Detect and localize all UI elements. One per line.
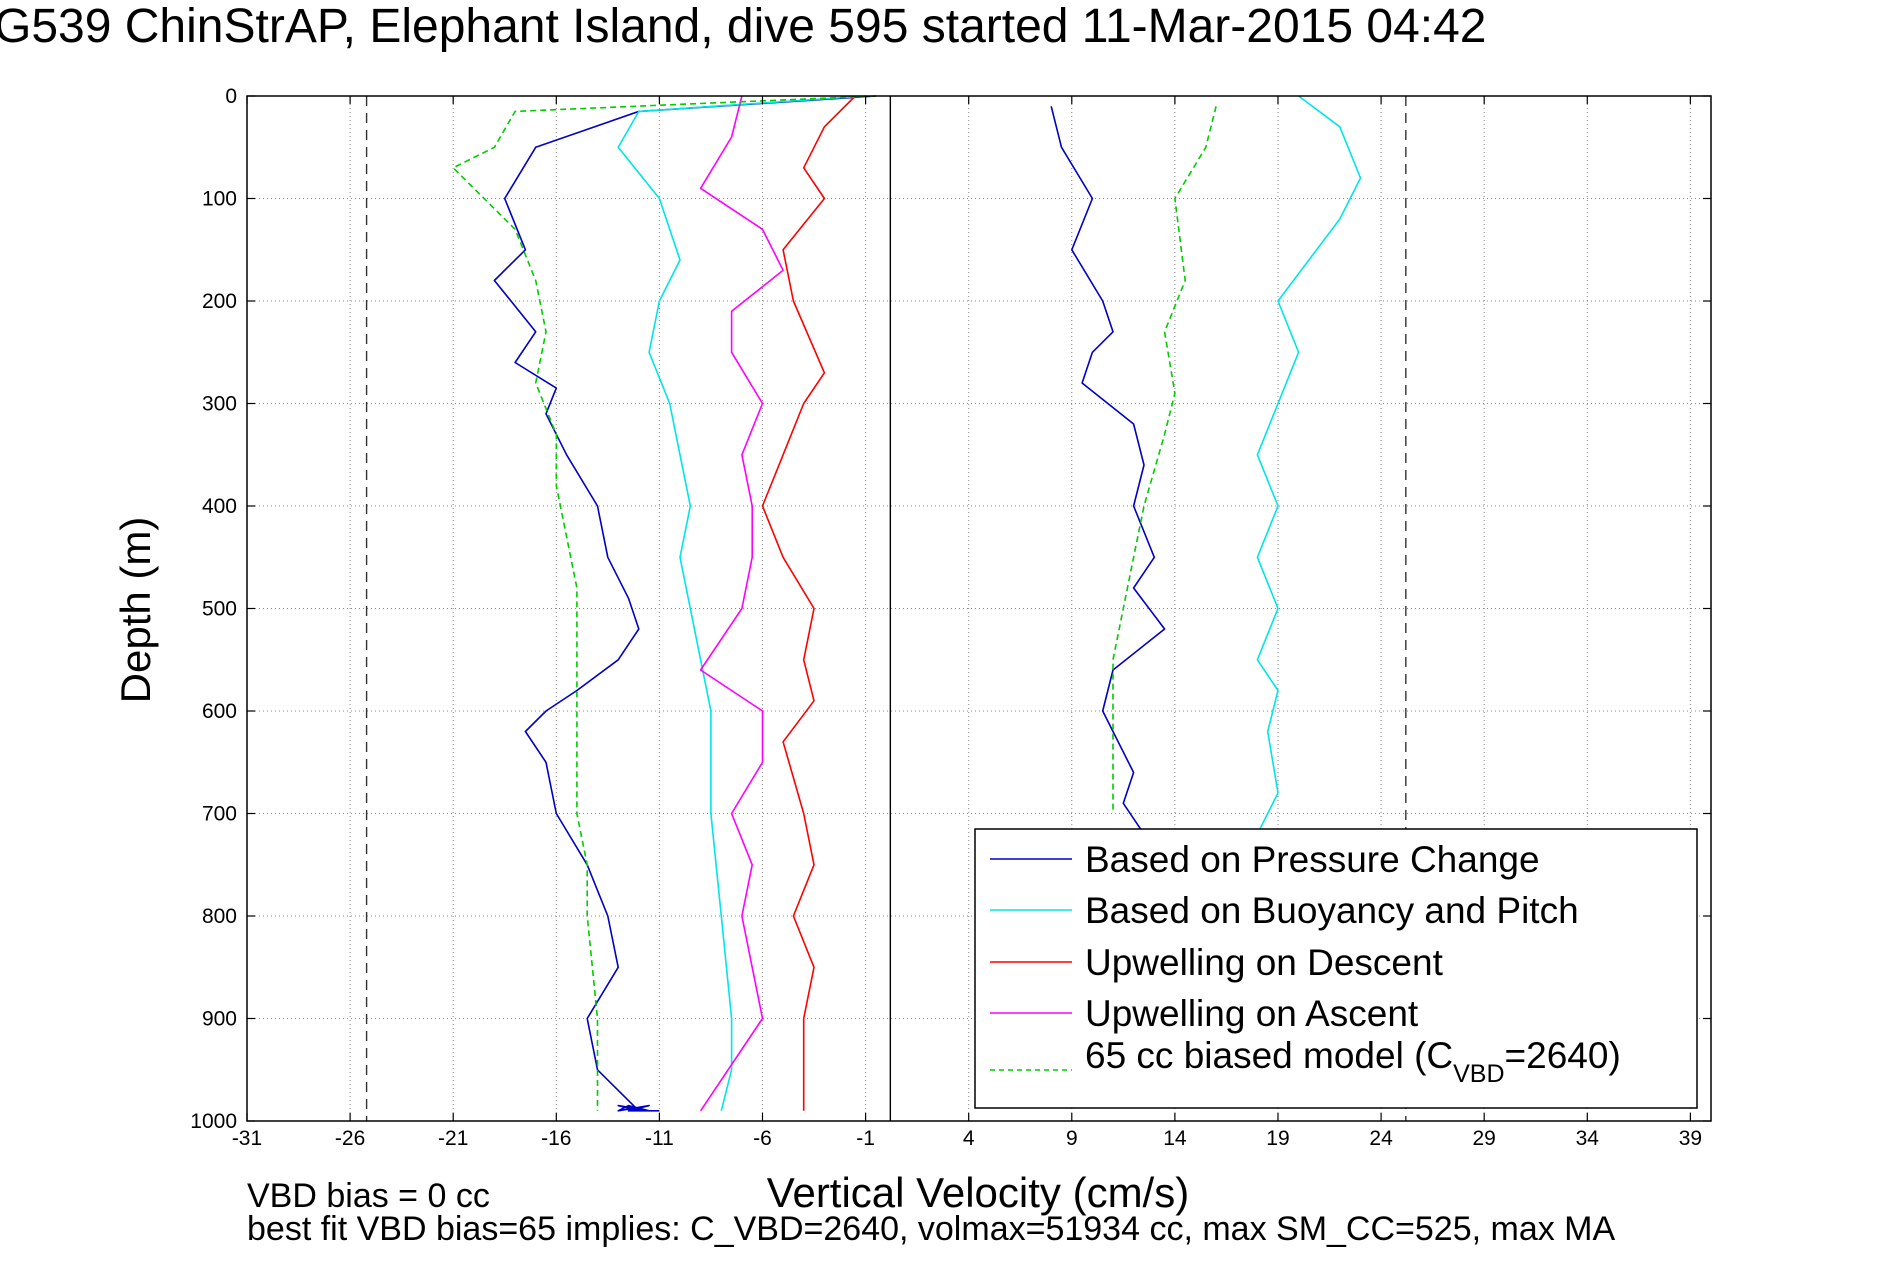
x-tick-label: -26 (335, 1127, 365, 1150)
x-tick-label: -16 (541, 1127, 571, 1150)
y-tick-label: 300 (202, 393, 237, 416)
y-tick-label: 600 (202, 700, 237, 723)
x-tick-label: 39 (1679, 1127, 1702, 1150)
x-tick-label: 29 (1473, 1127, 1496, 1150)
series-line-2 (617, 95, 866, 1111)
x-tick-label: 4 (963, 1127, 975, 1150)
y-axis-label: Depth (m) (112, 517, 159, 704)
y-tick-label: 500 (202, 598, 237, 621)
y-tick-label: 0 (225, 85, 237, 108)
x-tick-label: 9 (1066, 1127, 1078, 1150)
x-tick-label: 14 (1163, 1127, 1187, 1150)
legend-label-model-sub: VBD (1453, 1060, 1504, 1088)
footer-line-2: best fit VBD bias=65 implies: C_VBD=2640… (247, 1210, 1616, 1248)
x-tick-label: -11 (645, 1127, 674, 1150)
legend-label-model-end: =2640) (1505, 1035, 1621, 1076)
y-tick-label: 200 (202, 290, 237, 313)
series-line-0 (493, 95, 876, 1112)
legend: Based on Pressure Change Based on Buoyan… (974, 828, 1698, 1109)
legend-label-ascent: Upwelling on Ascent (1085, 993, 1419, 1034)
x-axis-label: Vertical Velocity (cm/s) (767, 1169, 1189, 1216)
legend-label-buoyancy: Based on Buoyancy and Pitch (1085, 890, 1579, 931)
x-tick-label: -1 (856, 1127, 875, 1150)
series-line-1 (1050, 106, 1186, 948)
y-tick-label: 400 (202, 495, 237, 518)
y-tick-label: 100 (202, 188, 237, 211)
legend-box (974, 828, 1698, 1109)
x-tick-label: -31 (232, 1127, 262, 1150)
y-tick-label: 1000 (190, 1110, 237, 1133)
legend-label-model: 65 cc biased model (CVBD=2640) (1085, 1035, 1621, 1088)
ticks: -31 -26 -21 -16 -11 -6 -1 4 9 14 19 24 29 34 39 0 100 200… (190, 85, 1711, 1150)
series-line-5 (699, 95, 784, 1112)
x-tick-label: 34 (1576, 1127, 1600, 1150)
legend-label-model-main: 65 cc biased model (C (1085, 1035, 1453, 1076)
series-line-6 (452, 95, 876, 1111)
x-tick-label: -6 (753, 1127, 772, 1150)
legend-label-pressure: Based on Pressure Change (1085, 839, 1540, 880)
legend-label-descent: Upwelling on Descent (1085, 942, 1444, 983)
x-tick-label: 24 (1369, 1127, 1393, 1150)
footer-line-1: VBD bias = 0 cc (247, 1177, 490, 1215)
x-tick-label: 19 (1266, 1127, 1289, 1150)
y-tick-label: 800 (202, 905, 237, 928)
chart-title: G539 ChinStrAP, Elephant Island, dive 59… (0, 0, 1487, 53)
y-tick-label: 700 (202, 803, 237, 826)
x-tick-label: -21 (438, 1127, 468, 1150)
series-line-7 (1112, 106, 1217, 814)
y-tick-label: 900 (202, 1008, 237, 1031)
series-line-4 (761, 95, 856, 1111)
